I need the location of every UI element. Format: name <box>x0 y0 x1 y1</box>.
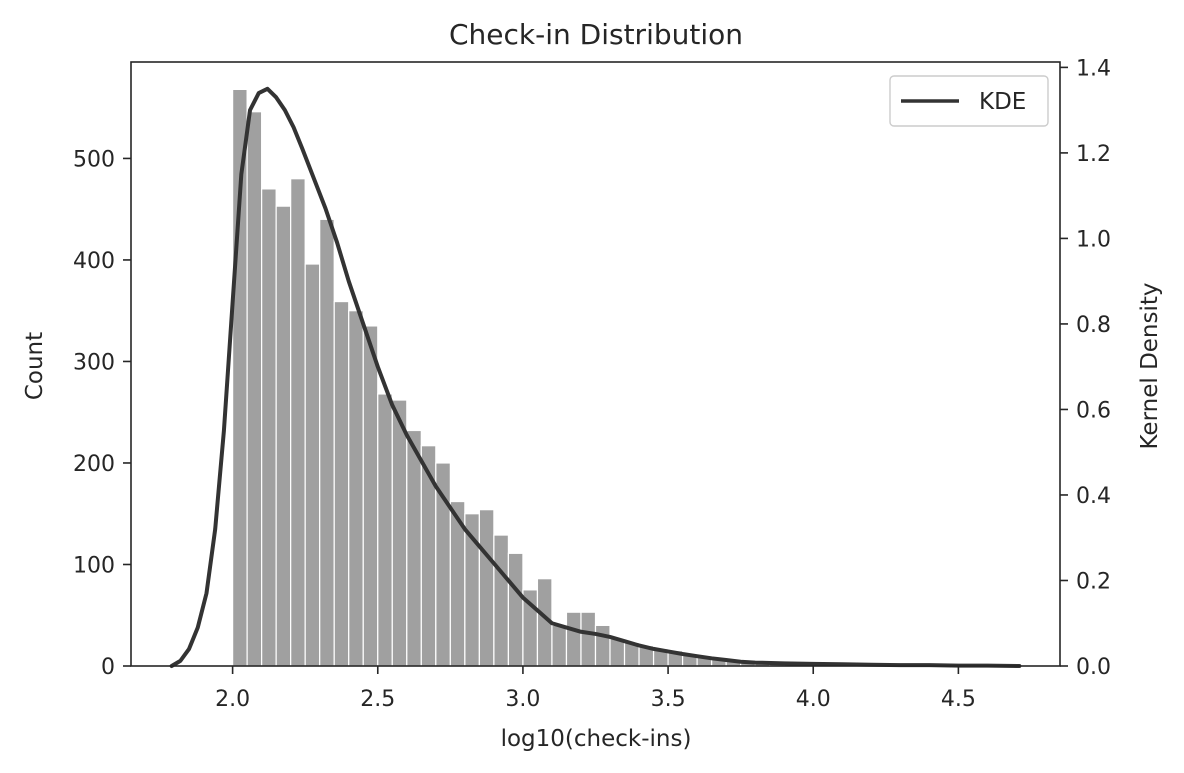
y-tick-label: 400 <box>73 249 115 274</box>
histogram-bars <box>232 88 1018 667</box>
histogram-bar <box>362 325 379 667</box>
y2-tick-label: 1.2 <box>1076 142 1111 167</box>
histogram-bar <box>246 111 263 667</box>
y-tick-label: 100 <box>73 553 115 578</box>
histogram-bar <box>290 178 306 667</box>
legend-box <box>889 75 1049 127</box>
histogram-bar <box>333 300 350 667</box>
y2-axis-ticks: 0.0 0.2 0.4 0.6 0.8 1.0 1.2 1.4 <box>1060 56 1111 680</box>
y2-tick-label: 0.6 <box>1076 398 1111 423</box>
y2-tick-label: 0.0 <box>1076 655 1111 680</box>
histogram-bar <box>507 552 524 667</box>
y-tick-label: 200 <box>73 452 115 477</box>
y2-tick-label: 1.4 <box>1076 56 1111 81</box>
histogram-bar <box>609 637 626 667</box>
x-axis-ticks: 2.0 2.5 3.0 3.5 4.0 4.5 <box>215 666 976 712</box>
y-axis-ticks: 0 100 200 300 400 500 <box>73 147 131 680</box>
histogram-bar <box>551 624 568 667</box>
histogram-bar <box>493 534 510 667</box>
x-tick-label: 2.0 <box>215 687 250 712</box>
y2-tick-label: 0.4 <box>1076 484 1111 509</box>
kde-line <box>169 86 1022 668</box>
y2-tick-label: 0.8 <box>1076 313 1111 338</box>
histogram-bar <box>435 462 451 667</box>
x-tick-label: 4.5 <box>941 687 976 712</box>
plot-frame <box>130 61 1061 667</box>
chart-title: Check-in Distribution <box>449 18 743 51</box>
y-tick-label: 500 <box>73 147 115 172</box>
y-axis-label: Count <box>22 332 48 400</box>
kde-series <box>169 86 1022 668</box>
histogram-bar <box>478 509 495 667</box>
histogram-bar <box>261 188 277 667</box>
y2-tick-label: 1.0 <box>1076 227 1111 252</box>
histogram-bar <box>580 611 597 667</box>
histogram-bar <box>594 624 611 667</box>
x-tick-label: 2.5 <box>360 687 395 712</box>
histogram-bar <box>275 205 292 667</box>
y-tick-label: 300 <box>73 350 115 375</box>
histogram-bar <box>406 429 422 667</box>
histogram-bar <box>348 310 364 667</box>
histogram-bar <box>319 218 335 667</box>
histogram-bar <box>304 263 321 667</box>
legend-kde-label: KDE <box>979 89 1026 115</box>
histogram-bar <box>565 611 582 667</box>
x-tick-label: 3.5 <box>651 687 686 712</box>
y-tick-label: 0 <box>101 655 115 680</box>
legend: KDE <box>889 75 1049 127</box>
y2-axis-label: Kernel Density <box>1137 282 1163 449</box>
y2-tick-label: 0.2 <box>1076 569 1111 594</box>
x-axis-label: log10(check-ins) <box>501 726 692 752</box>
x-tick-label: 4.0 <box>796 687 831 712</box>
x-tick-label: 3.0 <box>505 687 540 712</box>
histogram-bar <box>391 399 408 667</box>
histogram-bar <box>377 393 393 667</box>
